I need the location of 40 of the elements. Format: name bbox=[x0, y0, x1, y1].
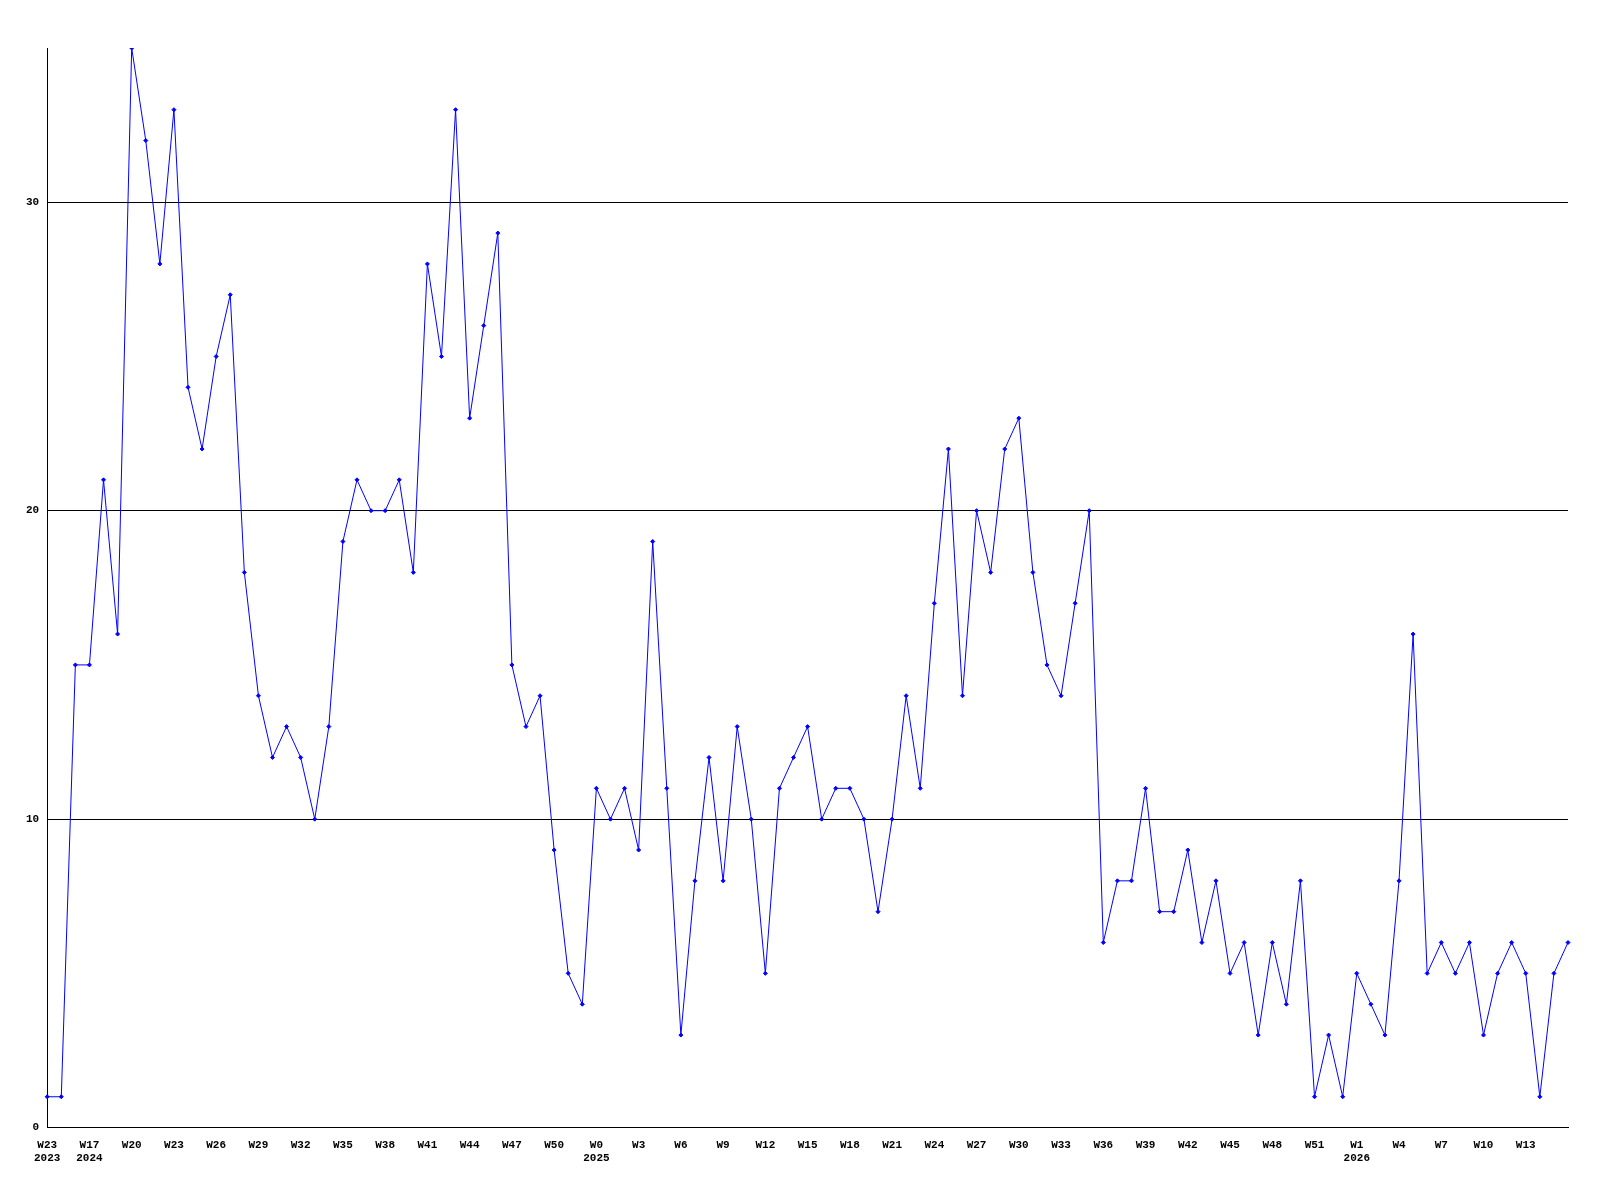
x-tick-label: W35 bbox=[333, 1138, 354, 1151]
x-tick-label: W23 bbox=[164, 1138, 185, 1151]
x-tick-label: W12 bbox=[755, 1138, 776, 1151]
x-tick-label: W29 bbox=[248, 1138, 269, 1151]
x-tick-label: W17 2024 bbox=[76, 1138, 104, 1165]
x-tick-label: W20 bbox=[121, 1138, 142, 1151]
x-tick-label: W3 bbox=[632, 1138, 646, 1151]
x-tick-label: W23 2023 bbox=[34, 1138, 61, 1165]
x-tick-label: W30 bbox=[1008, 1138, 1029, 1151]
y-tick-label: 10 bbox=[26, 812, 40, 825]
x-tick-label: W36 bbox=[1093, 1138, 1114, 1151]
x-tick-label: W27 bbox=[966, 1138, 987, 1151]
x-tick-label: W50 bbox=[544, 1138, 565, 1151]
x-tick-label: W39 bbox=[1135, 1138, 1156, 1151]
x-tick-label: W15 bbox=[797, 1138, 818, 1151]
x-tick-label: W0 2025 bbox=[583, 1138, 610, 1165]
x-tick-label: W21 bbox=[882, 1138, 903, 1151]
x-tick-label: W51 bbox=[1304, 1138, 1325, 1151]
x-tick-label: W42 bbox=[1177, 1138, 1198, 1151]
y-tick-label: 0 bbox=[32, 1121, 40, 1134]
x-tick-label: W18 bbox=[839, 1138, 861, 1151]
x-tick-label: W38 bbox=[375, 1138, 396, 1151]
x-tick-label: W32 bbox=[290, 1138, 311, 1151]
y-tick-label: 20 bbox=[26, 504, 40, 517]
x-tick-label: W7 bbox=[1434, 1138, 1448, 1151]
x-tick-label: W45 bbox=[1220, 1138, 1241, 1151]
x-tick-label: W26 bbox=[206, 1138, 227, 1151]
x-tick-label: W24 bbox=[924, 1138, 945, 1151]
x-tick-label: W48 bbox=[1262, 1138, 1283, 1151]
x-tick-label: W9 bbox=[716, 1138, 730, 1151]
x-tick-label: W33 bbox=[1051, 1138, 1072, 1151]
y-tick-label: 30 bbox=[26, 195, 40, 208]
x-tick-label: W47 bbox=[501, 1138, 522, 1151]
x-tick-label: W6 bbox=[674, 1138, 688, 1151]
x-tick-label: W1 2026 bbox=[1343, 1138, 1370, 1165]
x-tick-label: W4 bbox=[1392, 1138, 1407, 1151]
x-tick-label: W41 bbox=[417, 1138, 438, 1151]
x-tick-label: W44 bbox=[459, 1138, 480, 1151]
x-tick-label: W13 bbox=[1515, 1138, 1537, 1151]
x-tick-label: W10 bbox=[1473, 1138, 1494, 1151]
